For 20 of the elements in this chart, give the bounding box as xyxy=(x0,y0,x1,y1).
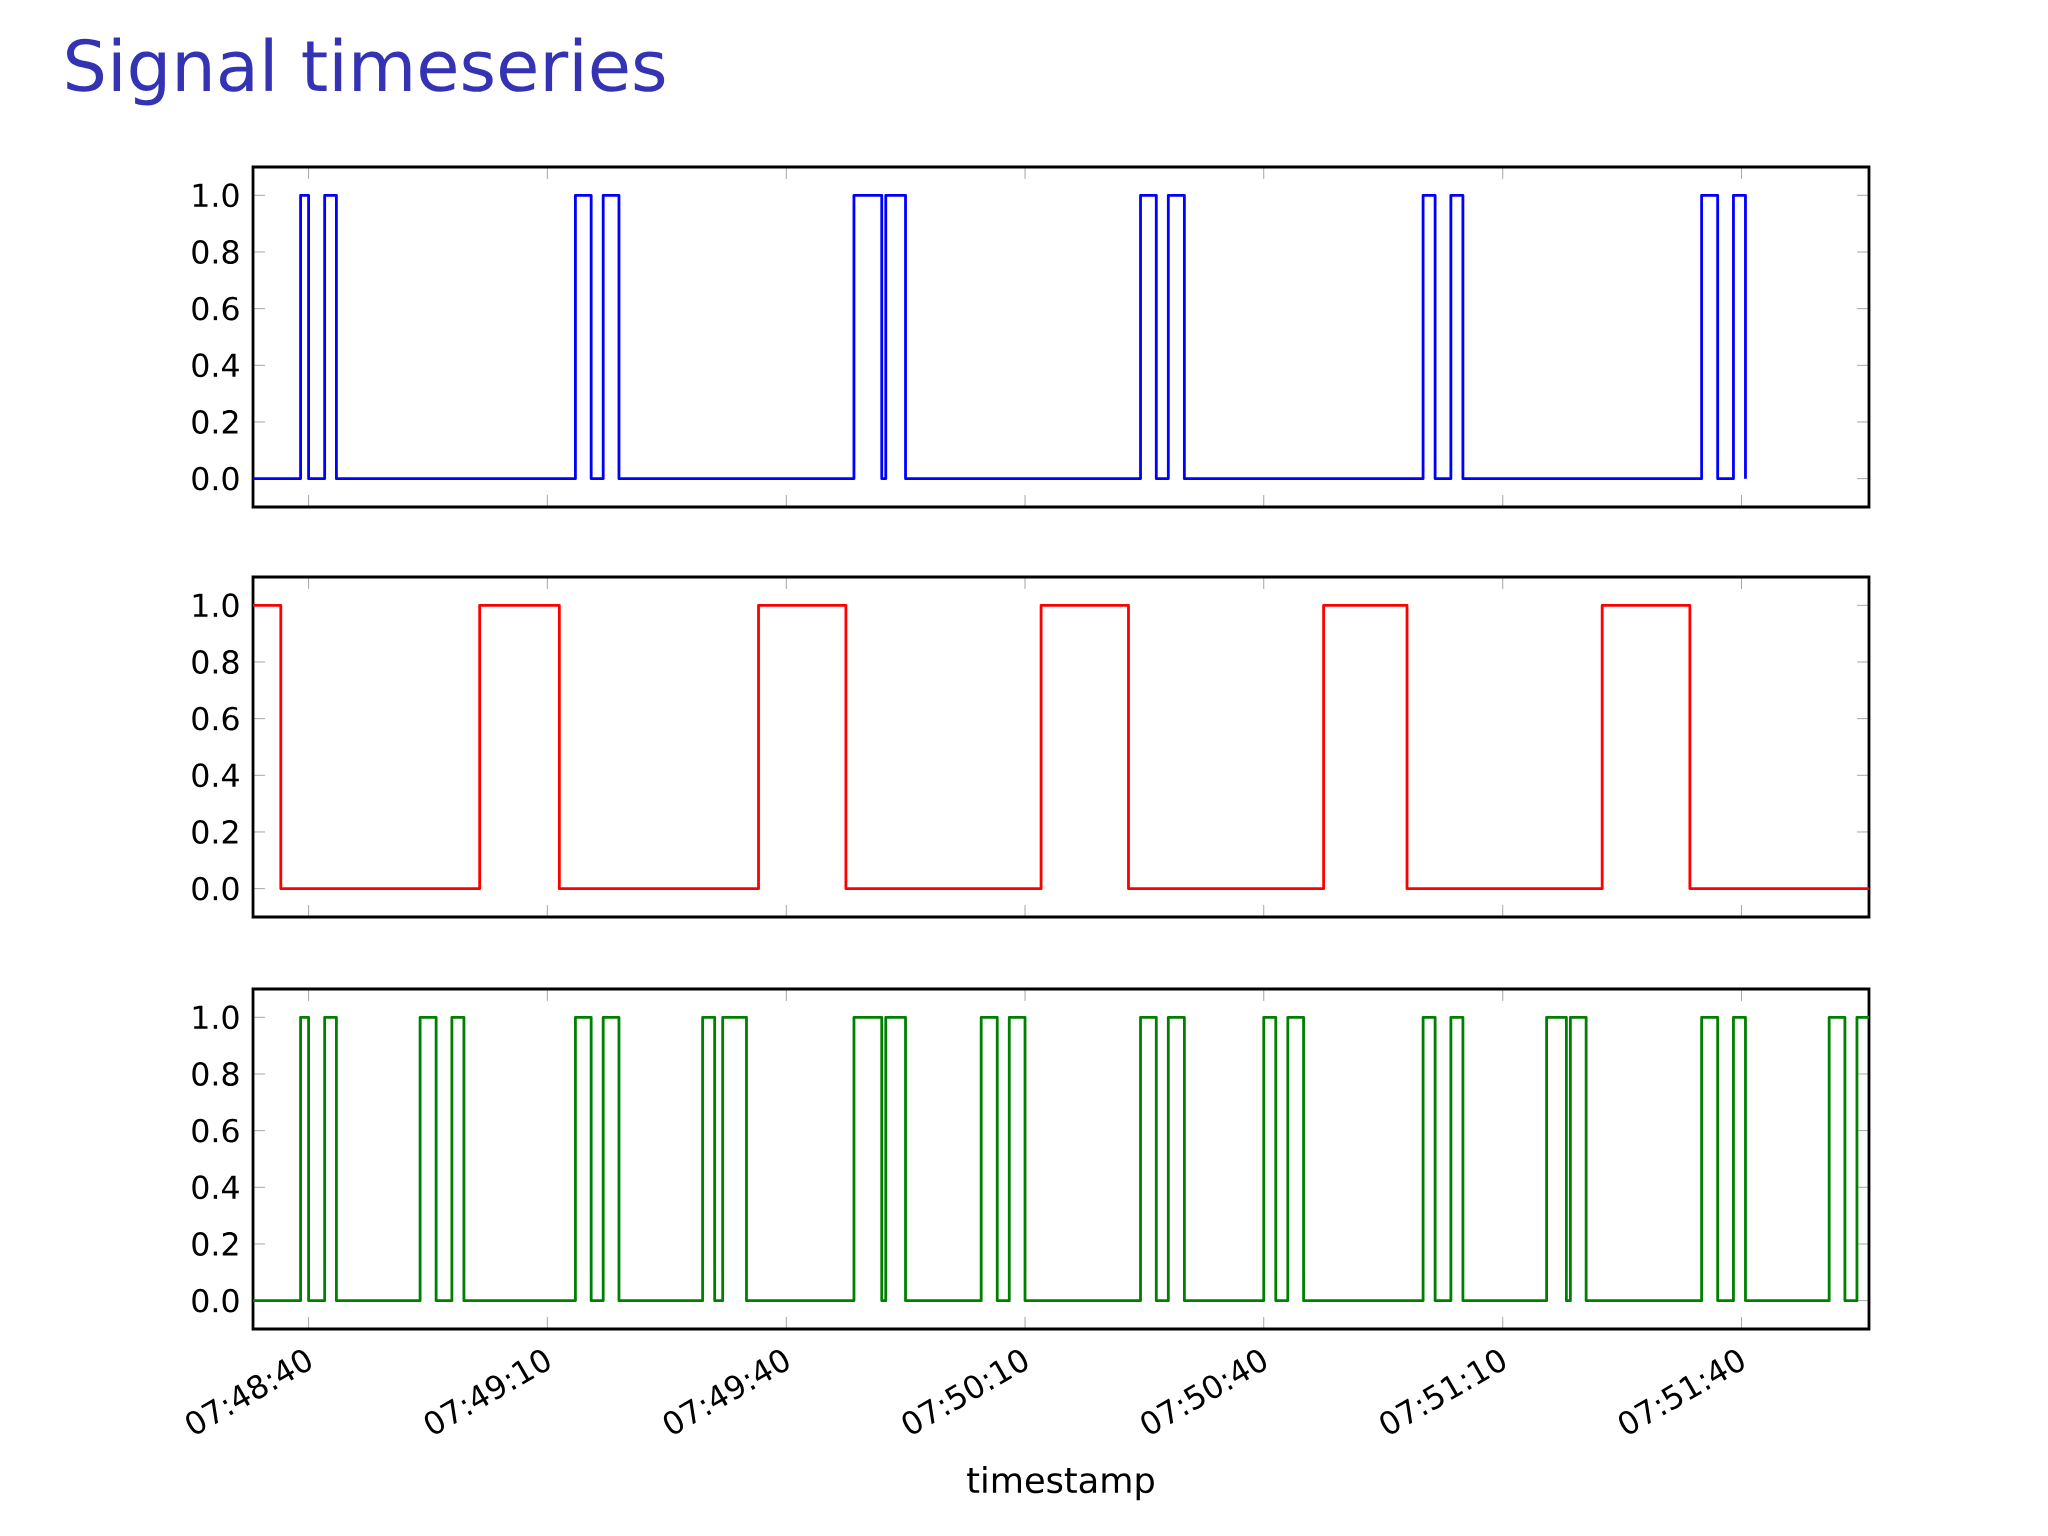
y-tick-label: 0.8 xyxy=(192,1062,239,1086)
y-tick-label: 0.2 xyxy=(192,820,238,844)
y-tick-label: 1.0 xyxy=(193,183,239,208)
y-tick-label: 1.0 xyxy=(193,593,239,618)
y-tick-label: 0.0 xyxy=(192,876,239,901)
y-tick-label: 0.4 xyxy=(192,353,239,378)
y-tick-label: 0.0 xyxy=(192,466,239,491)
y-tick-label: 0.8 xyxy=(192,240,239,264)
y-tick-label: 0.0 xyxy=(192,1288,239,1313)
y-tick-label: 0.6 xyxy=(192,1118,239,1143)
y-tick-label: 1.0 xyxy=(193,1005,239,1030)
chart-title: Signal timeseries xyxy=(67,37,665,106)
y-tick-label: 0.6 xyxy=(192,296,239,321)
y-tick-label: 0.2 xyxy=(192,410,238,434)
y-tick-label: 0.6 xyxy=(192,706,239,731)
x-axis-title: timestamp xyxy=(967,1466,1154,1501)
y-tick-label: 0.4 xyxy=(192,1175,239,1200)
y-tick-label: 0.4 xyxy=(192,763,239,788)
y-tick-label: 0.8 xyxy=(192,650,239,674)
y-tick-label: 0.2 xyxy=(192,1232,238,1256)
